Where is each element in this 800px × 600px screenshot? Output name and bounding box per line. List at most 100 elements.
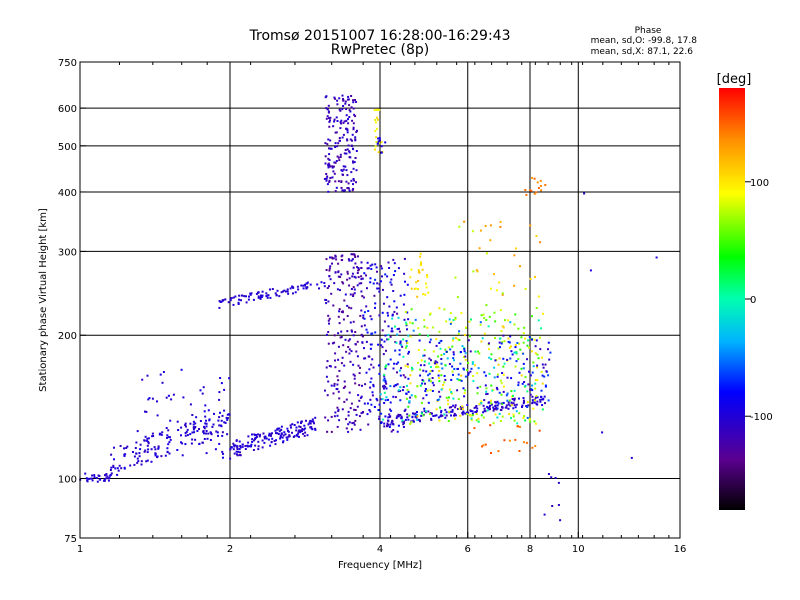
data-point [136, 430, 139, 433]
data-point [467, 339, 470, 342]
data-point [326, 175, 329, 178]
data-point [160, 433, 163, 436]
data-point [185, 425, 187, 428]
data-point [545, 370, 548, 373]
data-point [557, 481, 560, 484]
data-point [389, 385, 392, 388]
data-point [329, 139, 332, 142]
data-point [154, 452, 157, 455]
data-point [416, 418, 419, 421]
data-point [244, 445, 247, 447]
data-point [490, 452, 492, 454]
data-point [298, 425, 301, 428]
data-point [177, 429, 180, 431]
data-point [507, 337, 510, 340]
data-point [483, 332, 486, 335]
data-point [157, 447, 160, 450]
data-point [466, 411, 469, 414]
data-point [347, 430, 350, 433]
data-point [110, 453, 113, 456]
data-point [454, 336, 457, 339]
data-point [463, 348, 466, 351]
data-point [360, 282, 363, 285]
data-point [356, 272, 359, 274]
data-point [396, 371, 398, 374]
data-point [333, 282, 336, 285]
data-point [237, 302, 240, 305]
data-point [383, 384, 386, 387]
data-point [340, 180, 343, 183]
data-point [385, 364, 388, 367]
data-point [513, 399, 516, 402]
data-point [356, 340, 359, 343]
data-point [361, 295, 364, 298]
data-point [217, 419, 220, 422]
data-point [238, 298, 240, 301]
data-point [375, 397, 378, 400]
data-point [226, 418, 229, 421]
data-point [422, 369, 425, 372]
data-point [444, 416, 447, 419]
data-point [261, 294, 264, 297]
data-point [453, 359, 455, 362]
data-point [498, 341, 501, 344]
data-point [233, 445, 236, 448]
data-point [281, 436, 284, 439]
data-point [392, 274, 395, 276]
data-point [330, 415, 333, 418]
data-point [314, 427, 317, 430]
data-point [416, 295, 419, 298]
data-point [427, 410, 430, 413]
data-point [404, 321, 407, 324]
data-point [424, 293, 427, 296]
data-point [362, 296, 365, 299]
data-point [269, 296, 272, 299]
data-point [512, 394, 514, 397]
y-tick-label: 400 [58, 188, 77, 199]
data-point [273, 440, 276, 442]
data-point [405, 323, 408, 326]
data-point [492, 422, 495, 425]
data-point [222, 452, 224, 455]
data-point [472, 375, 474, 377]
data-point [248, 295, 250, 298]
data-point [330, 384, 333, 387]
data-point [532, 361, 535, 364]
data-point [347, 339, 350, 342]
data-point [531, 389, 534, 392]
data-point [381, 329, 384, 332]
data-point [544, 385, 547, 388]
data-point [260, 296, 263, 298]
data-point [145, 460, 148, 463]
data-point [403, 420, 406, 423]
data-point [226, 433, 229, 436]
data-point [402, 355, 405, 358]
data-point [360, 290, 363, 293]
data-point [326, 183, 329, 186]
data-point [360, 275, 363, 278]
data-point [370, 332, 373, 335]
data-point [407, 390, 410, 393]
data-point [416, 415, 419, 418]
data-point [460, 408, 463, 410]
data-point [144, 435, 147, 438]
data-point [329, 278, 332, 281]
data-point [153, 446, 156, 449]
data-point [425, 286, 428, 289]
data-point [499, 379, 502, 382]
data-point [422, 414, 425, 417]
data-point [351, 139, 353, 142]
data-point [348, 259, 351, 262]
data-point [334, 271, 337, 274]
data-point [138, 455, 141, 458]
data-point [360, 334, 363, 337]
data-point [397, 424, 400, 427]
data-point [164, 454, 167, 457]
data-point [402, 426, 405, 428]
data-point [325, 366, 328, 369]
data-point [513, 254, 516, 257]
data-point [346, 278, 349, 281]
data-point [450, 321, 453, 324]
data-point [337, 262, 340, 265]
data-point [300, 422, 302, 424]
